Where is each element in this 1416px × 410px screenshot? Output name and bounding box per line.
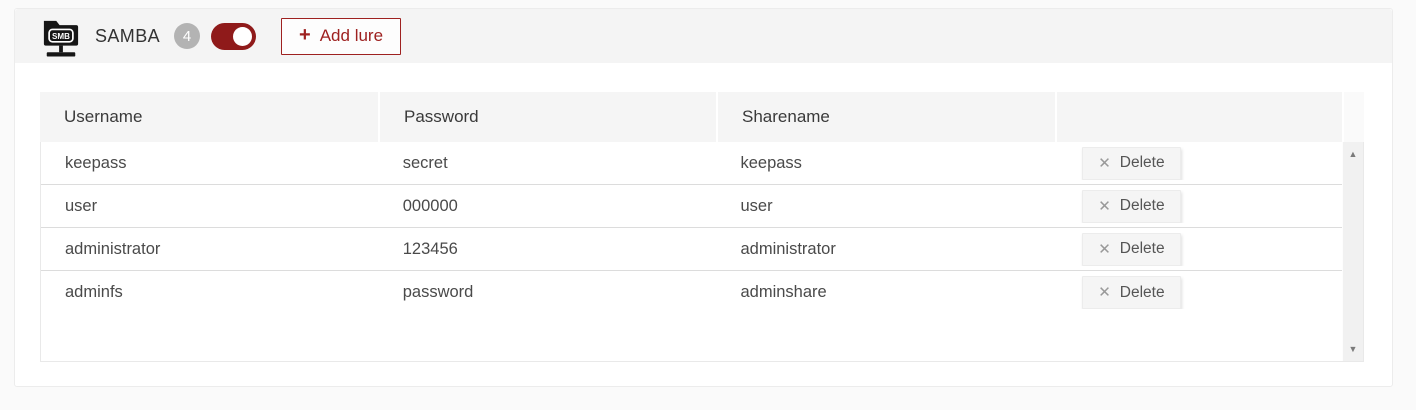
username-cell: administrator <box>65 239 161 258</box>
toggle-knob <box>233 26 253 46</box>
actions-cell: ✕ Delete <box>1055 276 1342 309</box>
lures-table: Username Password Sharename keepass secre… <box>40 92 1364 362</box>
table-body: keepass secret keepass ✕ Delete user 000000 use… <box>40 142 1364 362</box>
delete-button-label: Delete <box>1119 283 1165 301</box>
delete-button[interactable]: ✕ Delete <box>1082 232 1181 266</box>
delete-button-label: Delete <box>1119 197 1165 214</box>
service-enabled-toggle[interactable] <box>211 22 257 50</box>
table-row: adminfs password adminshare ✕ Delete <box>41 271 1342 314</box>
sharename-cell: keepass <box>740 153 802 172</box>
username-cell: user <box>65 196 98 215</box>
column-header-password: Password <box>378 92 716 142</box>
x-icon: ✕ <box>1098 240 1111 258</box>
table-header-row: Username Password Sharename <box>40 92 1364 142</box>
delete-button[interactable]: ✕ Delete <box>1082 189 1181 223</box>
password-cell: 123456 <box>402 239 458 258</box>
plus-icon: + <box>299 24 311 46</box>
smb-share-icon: SMB <box>43 20 79 57</box>
table-row: administrator 123456 administrator ✕ Delete <box>41 228 1342 271</box>
add-lure-button-label: Add lure <box>319 26 384 45</box>
password-cell: 000000 <box>402 196 458 215</box>
username-cell: keepass <box>65 153 127 172</box>
sharename-cell: user <box>740 196 773 215</box>
actions-cell: ✕ Delete <box>1055 189 1342 223</box>
lure-count-badge: 4 <box>174 23 201 49</box>
scrollbar-header-spacer <box>1342 92 1364 142</box>
x-icon: ✕ <box>1098 197 1111 215</box>
actions-cell: ✕ Delete <box>1055 146 1342 180</box>
column-header-sharename: Sharename <box>716 92 1055 142</box>
column-header-username: Username <box>40 92 378 142</box>
delete-button-label: Delete <box>1119 154 1165 171</box>
username-cell: adminfs <box>65 283 123 301</box>
table-row: user 000000 user ✕ Delete <box>41 185 1342 228</box>
delete-button[interactable]: ✕ Delete <box>1082 146 1181 180</box>
actions-cell: ✕ Delete <box>1055 232 1342 266</box>
add-lure-button[interactable]: + Add lure <box>281 17 402 55</box>
vertical-scrollbar[interactable]: ▲ ▼ <box>1342 142 1363 361</box>
service-title: SAMBA <box>95 25 161 46</box>
svg-text:SMB: SMB <box>52 32 70 41</box>
scroll-up-icon[interactable]: ▲ <box>1348 149 1358 159</box>
column-header-actions <box>1055 92 1342 142</box>
x-icon: ✕ <box>1098 154 1111 172</box>
delete-button-label: Delete <box>1119 240 1165 257</box>
delete-button[interactable]: ✕ Delete <box>1082 276 1181 309</box>
sharename-cell: adminshare <box>740 283 827 301</box>
service-header: SMB SAMBA 4 + Add lure <box>15 9 1392 63</box>
scroll-down-icon[interactable]: ▼ <box>1348 344 1358 354</box>
x-icon: ✕ <box>1098 284 1111 301</box>
sharename-cell: administrator <box>740 239 836 258</box>
password-cell: secret <box>402 153 448 172</box>
table-row: keepass secret keepass ✕ Delete <box>41 142 1342 185</box>
password-cell: password <box>402 283 474 301</box>
